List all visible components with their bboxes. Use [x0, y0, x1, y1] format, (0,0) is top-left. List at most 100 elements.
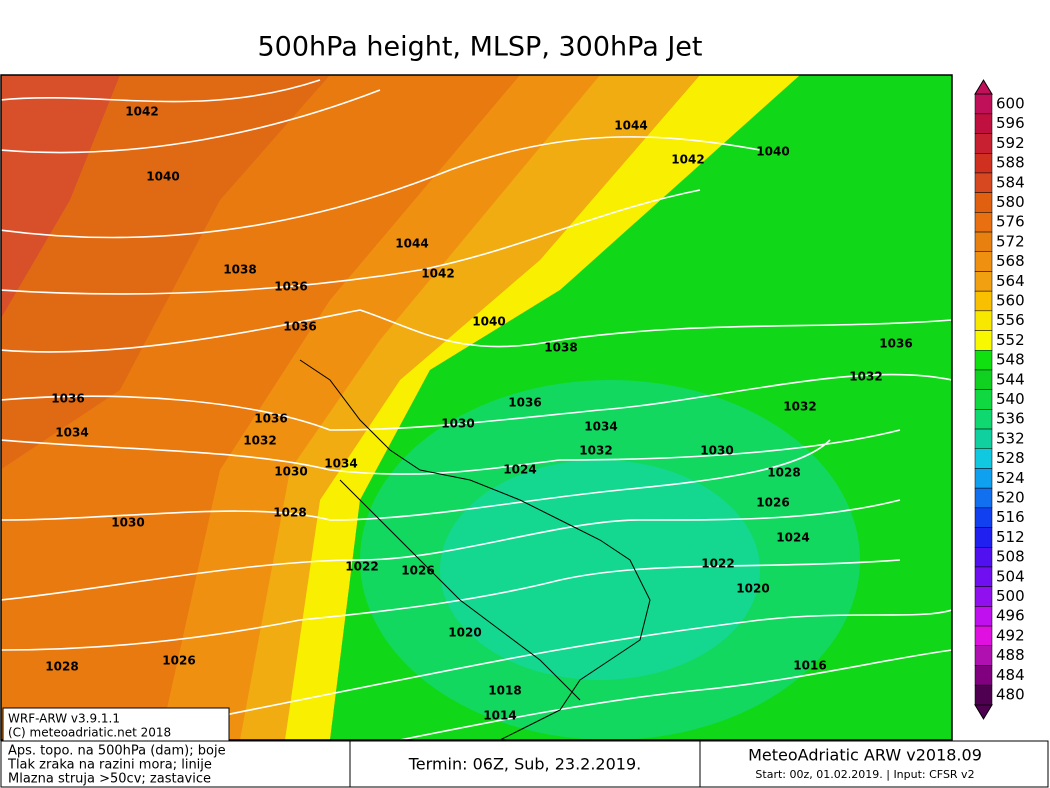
- colorbar-segment: [974, 369, 993, 390]
- colorbar-label: 508: [996, 548, 1025, 566]
- isobar-label: 1030: [700, 444, 733, 458]
- colorbar-segment: [974, 547, 993, 568]
- colorbar-label: 484: [996, 666, 1025, 684]
- colorbar-label: 572: [996, 232, 1025, 250]
- colorbar-segment: [974, 192, 993, 213]
- brand: MeteoAdriatic ARW v2018.09: [748, 746, 982, 765]
- colorbar-segment: [974, 606, 993, 627]
- map: [0, 74, 953, 741]
- colorbar-label: 540: [996, 390, 1025, 408]
- colorbar-label: 564: [996, 272, 1025, 290]
- isobar-label: 1036: [879, 337, 912, 351]
- start-info: Start: 00z, 01.02.2019. | Input: CFSR v2: [755, 768, 974, 781]
- colorbar-segment: [974, 566, 993, 587]
- isobar-label: 1042: [421, 267, 454, 281]
- colorbar-segment: [974, 251, 993, 272]
- colorbar-label: 580: [996, 193, 1025, 211]
- isobar-label: 1042: [125, 105, 158, 119]
- colorbar-segment: [974, 113, 993, 134]
- colorbar-arrow: [974, 704, 993, 720]
- isobar-label: 1022: [345, 560, 378, 574]
- colorbar-segment: [974, 93, 993, 115]
- colorbar-segment: [974, 665, 993, 686]
- isobar-labels: 1042 1040 1044 1042 1040 1044 1042 1038 1036 1036…: [45, 105, 912, 723]
- colorbar: 6005965925885845805765725685645605565525…: [974, 79, 1025, 720]
- colorbar-segment: [974, 330, 993, 351]
- colorbar-label: 600: [996, 95, 1025, 113]
- legend-line: Tlak zraka na razini mora; linije: [7, 758, 212, 773]
- colorbar-label: 504: [996, 567, 1025, 585]
- isobar-label: 1036: [51, 392, 84, 406]
- model-version: WRF-ARW v3.9.1.1: [8, 712, 120, 726]
- colorbar-segment: [974, 350, 993, 371]
- isobar-label: 1034: [55, 426, 88, 440]
- colorbar-segment: [974, 310, 993, 331]
- isobar-label: 1036: [254, 412, 287, 426]
- colorbar-label: 512: [996, 528, 1025, 546]
- isobar-label: 1026: [756, 496, 789, 510]
- colorbar-label: 568: [996, 252, 1025, 270]
- colorbar-segment: [974, 389, 993, 410]
- colorbar-segment: [974, 645, 993, 666]
- isobar-label: 1036: [508, 396, 541, 410]
- isobar-label: 1032: [579, 444, 612, 458]
- colorbar-label: 520: [996, 489, 1025, 507]
- isobar-label: 1024: [503, 463, 536, 477]
- colorbar-label: 528: [996, 449, 1025, 467]
- colorbar-label: 576: [996, 213, 1025, 231]
- legend-line: Aps. topo. na 500hPa (dam); boje: [8, 744, 226, 759]
- colorbar-label: 596: [996, 114, 1025, 132]
- colorbar-segment: [974, 153, 993, 174]
- colorbar-segment: [974, 586, 993, 607]
- isobar-label: 1040: [756, 145, 789, 159]
- isobar-label: 1020: [448, 626, 481, 640]
- colorbar-label: 524: [996, 469, 1025, 487]
- colorbar-label: 548: [996, 351, 1025, 369]
- isobar-label: 1020: [736, 582, 769, 596]
- termin: Termin: 06Z, Sub, 23.2.2019.: [408, 755, 641, 774]
- isobar-label: 1028: [273, 506, 306, 520]
- isobar-label: 1024: [776, 531, 809, 545]
- colorbar-label: 560: [996, 292, 1025, 310]
- colorbar-label: 584: [996, 173, 1025, 191]
- colorbar-segment: [974, 448, 993, 469]
- isobar-label: 1016: [793, 659, 826, 673]
- legend-line: Mlazna struja >50cv; zastavice: [8, 772, 211, 787]
- colorbar-segment: [974, 172, 993, 193]
- isobar-label: 1044: [614, 119, 647, 133]
- isobar-label: 1022: [701, 557, 734, 571]
- colorbar-label: 544: [996, 370, 1025, 388]
- colorbar-label: 516: [996, 508, 1025, 526]
- isobar-label: 1030: [441, 417, 474, 431]
- colorbar-label: 532: [996, 429, 1025, 447]
- colorbar-segment: [974, 507, 993, 528]
- isobar-label: 1042: [671, 153, 704, 167]
- isobar-label: 1030: [111, 516, 144, 530]
- colorbar-segment: [974, 271, 993, 292]
- colorbar-label: 488: [996, 646, 1025, 664]
- isobar-label: 1032: [783, 400, 816, 414]
- footer: Aps. topo. na 500hPa (dam); boje Tlak zr…: [0, 740, 1049, 788]
- colorbar-segment: [974, 409, 993, 430]
- colorbar-segment: [974, 133, 993, 154]
- isobar-label: 1034: [324, 457, 357, 471]
- isobar-label: 1040: [146, 170, 179, 184]
- model-box: WRF-ARW v3.9.1.1 (C) meteoadriatic.net 2…: [2, 707, 230, 743]
- isobar-label: 1018: [488, 684, 521, 698]
- colorbar-label: 480: [996, 686, 1025, 704]
- isobar-label: 1032: [849, 370, 882, 384]
- colorbar-segment: [974, 527, 993, 548]
- isobar-label: 1026: [162, 654, 195, 668]
- colorbar-label: 536: [996, 410, 1025, 428]
- map-title: 500hPa height, MLSP, 300hPa Jet: [258, 32, 703, 63]
- copyright: (C) meteoadriatic.net 2018: [8, 726, 171, 740]
- isobar-label: 1032: [243, 434, 276, 448]
- isobar-label: 1028: [767, 466, 800, 480]
- colorbar-label: 492: [996, 626, 1025, 644]
- colorbar-segment: [974, 625, 993, 646]
- colorbar-arrow: [974, 79, 993, 95]
- isobar-label: 1026: [401, 564, 434, 578]
- isobar-label: 1030: [274, 465, 307, 479]
- isobar-label: 1038: [223, 263, 256, 277]
